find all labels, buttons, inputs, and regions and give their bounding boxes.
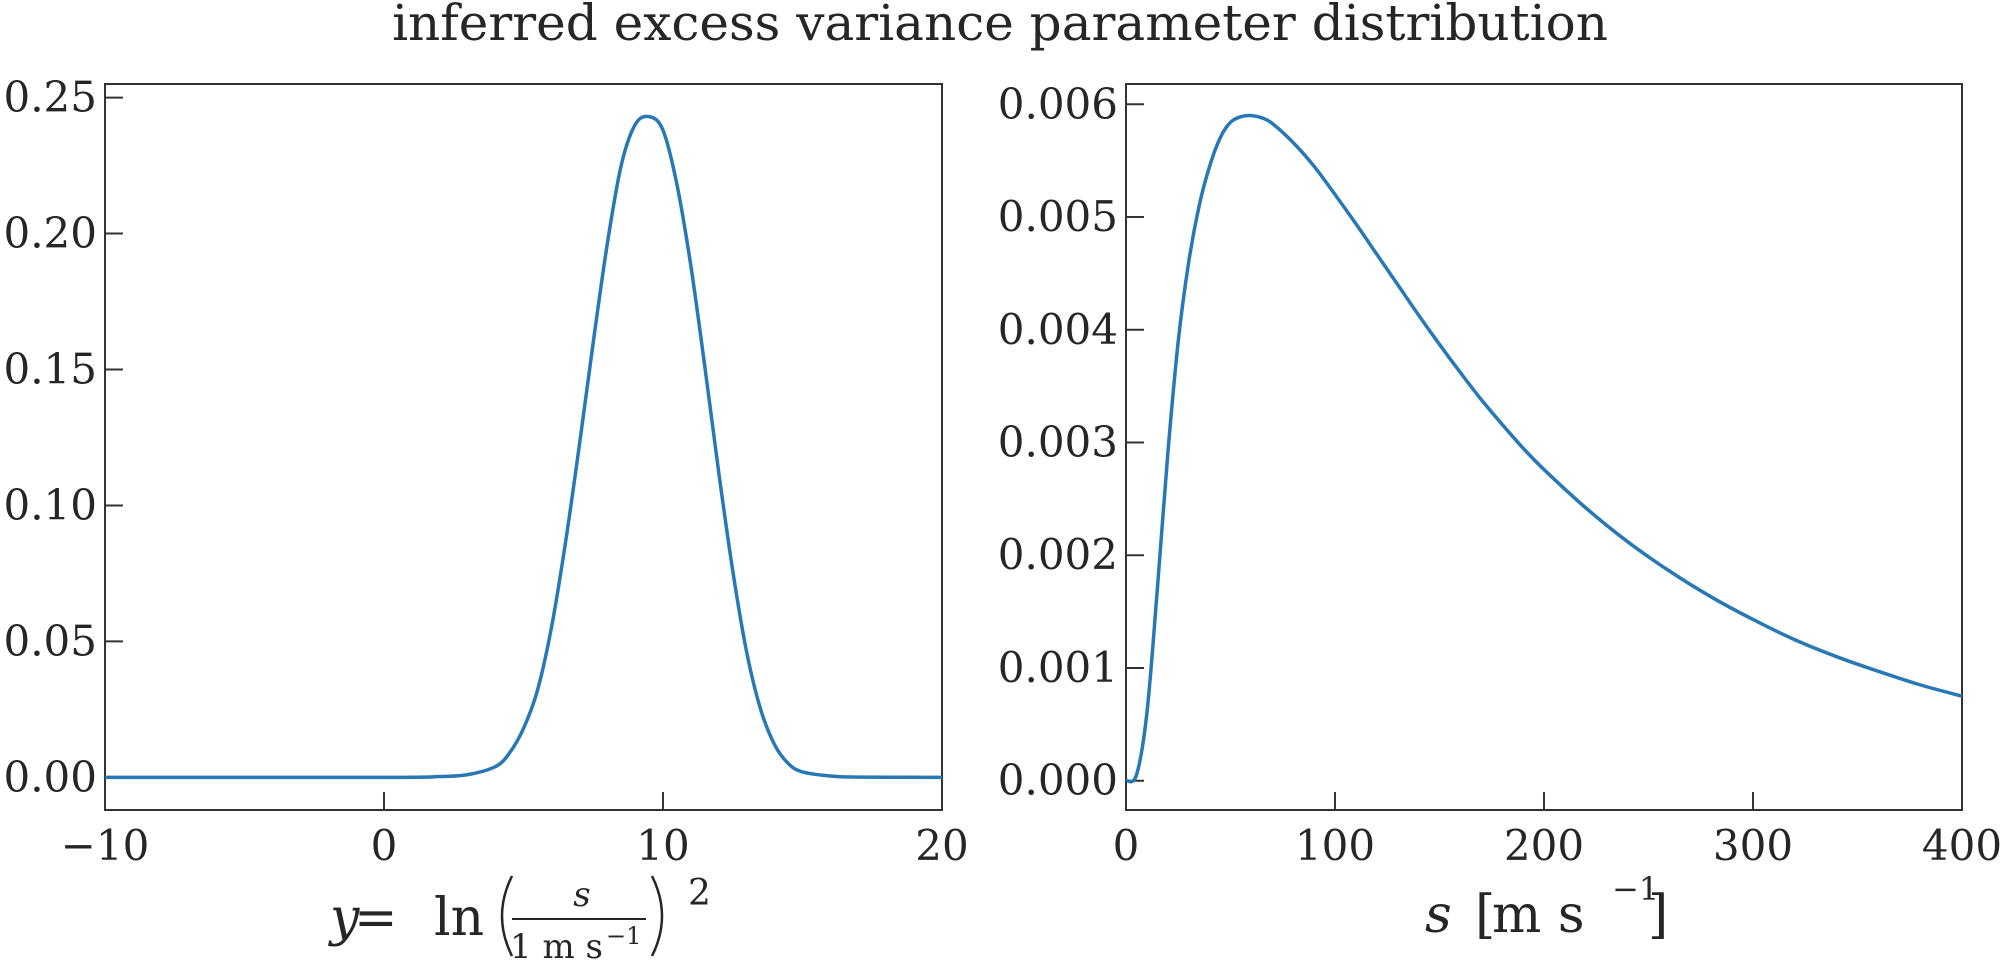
left-plot-frame <box>104 83 943 811</box>
right-xlabel-open: [ <box>1475 885 1495 945</box>
left-xtick-label: 0 <box>371 821 398 870</box>
right-plot: 0 100 200 300 400 0.000 0.001 0.002 0.003 0.004 0.… <box>998 79 2000 870</box>
left-xlabel: y = ln s 1 m s −1 2 <box>328 873 711 966</box>
right-xtick-label: 200 <box>1504 821 1584 870</box>
chart-title: inferred excess variance parameter distr… <box>392 0 1608 52</box>
right-ytick-label: 0.001 <box>998 643 1118 692</box>
right-plot-frame <box>1125 83 1963 811</box>
right-xtick-label: 100 <box>1295 821 1375 870</box>
left-xtick-label: −10 <box>61 821 150 870</box>
left-xlabel-eq: = <box>354 888 398 948</box>
left-xlabel-close-paren <box>650 875 664 957</box>
right-xtick-label: 0 <box>1113 821 1140 870</box>
right-ytick-label: 0.003 <box>998 417 1118 466</box>
left-ytick-label: 0.05 <box>3 616 97 665</box>
left-xlabel-den-exp: −1 <box>606 922 641 950</box>
left-ytick-label: 0.15 <box>3 345 97 394</box>
left-xlabel-den: 1 m s <box>510 927 603 966</box>
right-xlabel-close: ] <box>1648 885 1668 945</box>
right-xlabel-var: s <box>1425 885 1452 945</box>
left-ytick-label: 0.25 <box>3 73 97 122</box>
left-xtick-label: 20 <box>915 821 968 870</box>
left-xlabel-open-paren <box>500 875 514 957</box>
right-ytick-label: 0.006 <box>998 79 1118 128</box>
left-xlabel-fn: ln <box>434 888 484 948</box>
left-ytick-label: 0.00 <box>3 752 97 801</box>
left-series-line <box>104 114 943 780</box>
left-plot: −10 0 10 20 0.00 0.05 0.10 0.15 0.20 0.25 <box>3 73 968 870</box>
left-xlabel-power: 2 <box>688 873 711 914</box>
left-ytick-label: 0.20 <box>3 209 97 258</box>
right-xlabel-unit-exp: −1 <box>1612 870 1659 908</box>
right-ytick-label: 0.005 <box>998 192 1118 241</box>
right-ytick-label: 0.002 <box>998 530 1118 579</box>
right-xtick-label: 400 <box>1922 821 2000 870</box>
right-ytick-label: 0.000 <box>998 756 1118 805</box>
left-xlabel-num: s <box>573 875 590 915</box>
right-xlabel: s [ m s −1 ] <box>1425 870 1668 945</box>
right-xlabel-unit: m s <box>1492 885 1585 945</box>
right-series-line <box>1125 113 1963 784</box>
left-xlabel-lhs: y <box>328 888 360 948</box>
right-ytick-label: 0.004 <box>998 305 1118 354</box>
right-xtick-label: 300 <box>1713 821 1793 870</box>
left-xtick-label: 10 <box>636 821 689 870</box>
left-ytick-label: 0.10 <box>3 480 97 529</box>
